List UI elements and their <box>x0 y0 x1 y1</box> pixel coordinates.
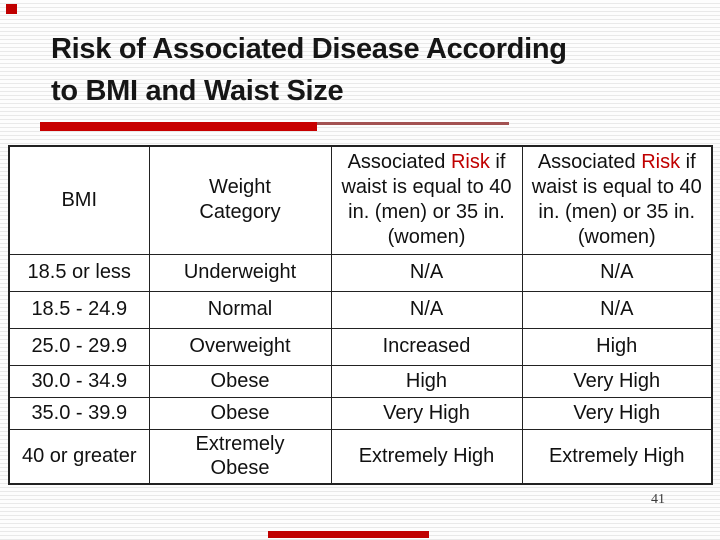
risk-word-highlight: Risk <box>450 151 490 174</box>
table-row: 18.5 or less Underweight N/A N/A <box>8 253 713 292</box>
bmi-cell: 18.5 - 24.9 <box>8 290 150 329</box>
table-row: 25.0 - 29.9 Overweight Increased High <box>8 327 713 366</box>
risk-women-cell: Very High <box>521 364 713 398</box>
page-number: 41 <box>651 492 665 507</box>
risk-men-cell: Increased <box>330 327 523 366</box>
title-underline-bar <box>40 122 317 131</box>
weight-category-cell: Underweight <box>148 253 332 292</box>
bmi-cell: 25.0 - 29.9 <box>8 327 150 366</box>
risk-women-cell: N/A <box>521 290 713 329</box>
risk-men-cell: Extremely High <box>330 428 523 485</box>
risk-women-cell: High <box>521 327 713 366</box>
weight-category-cell: Obese <box>148 396 332 430</box>
table-row: 18.5 - 24.9 Normal N/A N/A <box>8 290 713 329</box>
bmi-cell: 35.0 - 39.9 <box>8 396 150 430</box>
risk-women-cell: Extremely High <box>521 428 713 485</box>
bmi-risk-table: BMI Weight Category Associated Risk if w… <box>8 145 713 485</box>
title-underline-line <box>317 122 509 125</box>
risk-women-header-label: Associated Risk if waist is equal to 40 … <box>531 151 702 249</box>
risk-men-header-label: Associated Risk if waist is equal to 40 … <box>341 151 512 249</box>
bmi-cell: 40 or greater <box>8 428 150 485</box>
bmi-cell: 18.5 or less <box>8 253 150 292</box>
title-line-2: to BMI and Waist Size <box>51 75 344 107</box>
weight-category-header-cell: Weight Category <box>148 145 332 255</box>
table-row: 40 or greater Extremely Obese Extremely … <box>8 428 713 485</box>
accent-bar-bottom <box>268 531 429 538</box>
weight-category-cell: Obese <box>148 364 332 398</box>
bmi-header-cell: BMI <box>8 145 150 255</box>
table-row: 30.0 - 34.9 Obese High Very High <box>8 364 713 398</box>
risk-women-cell: Very High <box>521 396 713 430</box>
risk-men-header-cell: Associated Risk if waist is equal to 40 … <box>330 145 523 255</box>
weight-category-header-label: Weight Category <box>199 176 281 224</box>
weight-category-label: Extremely Obese <box>195 433 285 480</box>
risk-women-header-cell: Associated Risk if waist is equal to 40 … <box>521 145 713 255</box>
weight-category-cell: Overweight <box>148 327 332 366</box>
risk-men-cell: High <box>330 364 523 398</box>
table-row: 35.0 - 39.9 Obese Very High Very High <box>8 396 713 430</box>
slide-title: Risk of Associated Disease According to … <box>51 28 567 112</box>
table-header-row: BMI Weight Category Associated Risk if w… <box>8 145 713 255</box>
bmi-cell: 30.0 - 34.9 <box>8 364 150 398</box>
risk-men-cell: N/A <box>330 290 523 329</box>
risk-women-cell: N/A <box>521 253 713 292</box>
accent-square-topleft <box>6 4 17 14</box>
risk-men-cell: N/A <box>330 253 523 292</box>
weight-category-cell: Normal <box>148 290 332 329</box>
risk-men-cell: Very High <box>330 396 523 430</box>
title-line-1: Risk of Associated Disease According <box>51 33 567 65</box>
weight-category-cell: Extremely Obese <box>148 428 332 485</box>
risk-word-highlight: Risk <box>641 151 681 174</box>
